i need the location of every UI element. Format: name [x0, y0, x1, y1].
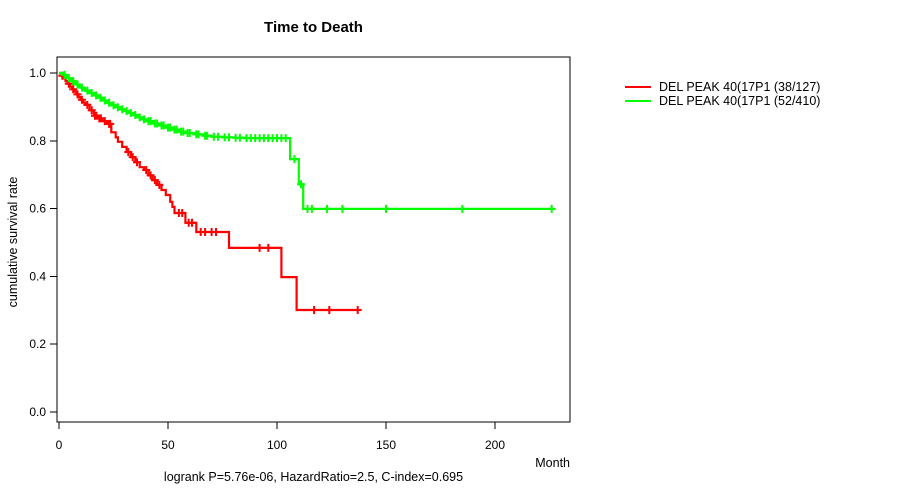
- y-axis-label: cumulative survival rate: [6, 176, 20, 308]
- x-tick-label: 150: [376, 438, 396, 452]
- y-tick-label: 0.6: [29, 202, 46, 216]
- x-tick-label: 0: [56, 438, 63, 452]
- green-line-swatch: [625, 99, 651, 102]
- y-tick-label: 1.0: [29, 66, 46, 80]
- plot-frame: [56, 56, 571, 423]
- y-tick-label: 0.8: [29, 134, 46, 148]
- chart-title: Time to Death: [264, 19, 363, 36]
- survival-curve-green: [59, 71, 552, 210]
- censor-marks-green: [60, 70, 556, 213]
- legend-label-red: DEL PEAK 40(17P1 (38/127): [659, 79, 821, 94]
- censor-marks-red: [58, 71, 362, 314]
- x-tick-label: 200: [485, 438, 505, 452]
- y-tick-label: 0.0: [29, 405, 46, 419]
- x-axis-label: Month: [535, 456, 570, 470]
- x-tick-label: 50: [161, 438, 175, 452]
- y-tick-label: 0.4: [29, 269, 46, 283]
- y-tick-label: 0.2: [29, 337, 46, 351]
- x-tick-label: 100: [267, 438, 287, 452]
- legend-item-red: DEL PEAK 40(17P1 (38/127): [625, 79, 821, 94]
- legend: DEL PEAK 40(17P1 (38/127) DEL PEAK 40(17…: [625, 79, 821, 108]
- statistics-annotation: logrank P=5.76e-06, HazardRatio=2.5, C-i…: [163, 470, 464, 484]
- survival-curve-red: [59, 71, 358, 312]
- legend-label-green: DEL PEAK 40(17P1 (52/410): [659, 93, 821, 108]
- legend-item-green: DEL PEAK 40(17P1 (52/410): [625, 93, 821, 108]
- red-line-swatch: [625, 85, 651, 88]
